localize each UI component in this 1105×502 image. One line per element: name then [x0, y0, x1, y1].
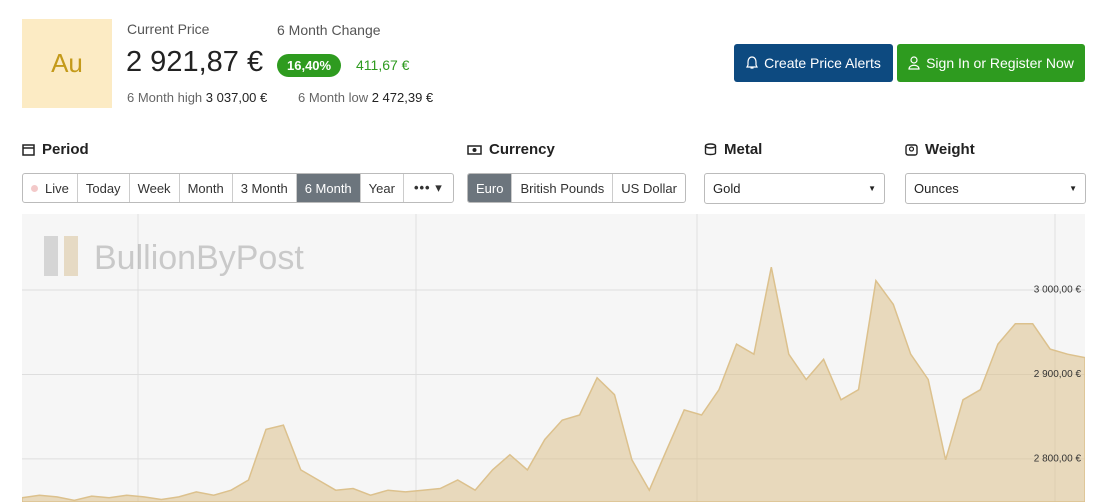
option-text: Year [368, 180, 395, 196]
coins-icon [704, 143, 717, 156]
option-button[interactable]: US Dollar [613, 174, 685, 202]
option-text: Euro [476, 180, 504, 196]
option-button[interactable]: Euro [468, 174, 513, 202]
option-text: British Pounds [520, 180, 605, 196]
period-heading: Period [22, 141, 89, 158]
more-button[interactable]: ••• ▾ [413, 180, 443, 195]
option-text: 6 Month [304, 180, 352, 196]
live-dot [31, 184, 38, 192]
weight-label: Weight [925, 141, 975, 158]
metal-value: Gold [713, 181, 741, 196]
metal-select[interactable]: Gold ▼ [704, 173, 885, 204]
current-price: 2 921,87 € [126, 46, 264, 78]
signin-text: Sign In or Register Now [926, 55, 1074, 71]
option-text: Month [187, 180, 224, 196]
high-value: 3 037,00 € [205, 90, 268, 105]
chart: BullionByPost 2 800,00 € 2 900,00 € 3 000,… [22, 214, 1085, 502]
high-label: 6 Month high [127, 90, 203, 105]
bell-icon [746, 56, 759, 69]
option-text: Live [45, 180, 69, 196]
option-button[interactable]: Live [23, 174, 78, 202]
low: 6 Month low 2 472,39 € [298, 90, 433, 105]
option-button[interactable]: Month [180, 174, 233, 202]
change-amount: 411,67 € [356, 57, 410, 73]
metal-label: Metal [724, 141, 763, 158]
caret: ▼ [868, 184, 876, 193]
high: 6 Month high 3 037,00 € [127, 90, 267, 105]
money-icon [467, 144, 482, 155]
weight-icon [905, 144, 918, 156]
option-button[interactable]: British Pounds [512, 174, 614, 202]
option-button[interactable]: 6 Month [296, 174, 361, 202]
option-text: 3 Month [240, 180, 288, 196]
period-label: Period [42, 141, 89, 158]
option-button[interactable]: 3 Month [233, 174, 297, 202]
weight-select[interactable]: Ounces ▼ [905, 173, 1086, 204]
metal-badge: Au [22, 19, 112, 108]
weight-value: Ounces [914, 181, 959, 196]
option-text: Week [137, 180, 171, 196]
option-text: US Dollar [621, 180, 677, 196]
option-button[interactable]: Today [78, 174, 130, 202]
change-percent: 16,40% [277, 54, 342, 77]
calendar-icon [22, 144, 35, 156]
watermark: BullionByPost [44, 236, 304, 277]
low-label: 6 Month low [298, 90, 369, 105]
metal-symbol: Au [51, 48, 83, 78]
price-area [22, 267, 1085, 502]
signin-button[interactable]: Sign In or Register Now [897, 44, 1085, 82]
currency-heading: Currency [467, 141, 555, 158]
alert-button[interactable]: Create Price Alerts [734, 44, 893, 82]
metal-heading: Metal [704, 141, 762, 158]
currency-group: Euro British Pounds US Dollar [467, 173, 686, 203]
option-button[interactable]: Week [130, 174, 180, 202]
low-value: 2 472,39 € [371, 90, 434, 105]
caret: ▼ [1069, 184, 1077, 193]
watermark-text: BullionByPost [94, 239, 304, 277]
period-group: Live Today Week Month 3 Month 6 Month Year ••• … [22, 173, 454, 203]
change-label: 6 Month Change [277, 22, 381, 38]
y-tick-label: 3 000,00 € [1034, 285, 1082, 296]
y-tick-label: 2 900,00 € [1034, 369, 1082, 380]
weight-heading: Weight [905, 141, 975, 158]
currency-label: Currency [489, 141, 555, 158]
option-button[interactable]: Year [361, 174, 404, 202]
alert-text: Create Price Alerts [764, 55, 881, 71]
price-label: Current Price [127, 21, 210, 37]
user-icon [908, 56, 920, 70]
y-tick-label: 2 800,00 € [1034, 454, 1082, 465]
option-text: Today [85, 180, 121, 196]
